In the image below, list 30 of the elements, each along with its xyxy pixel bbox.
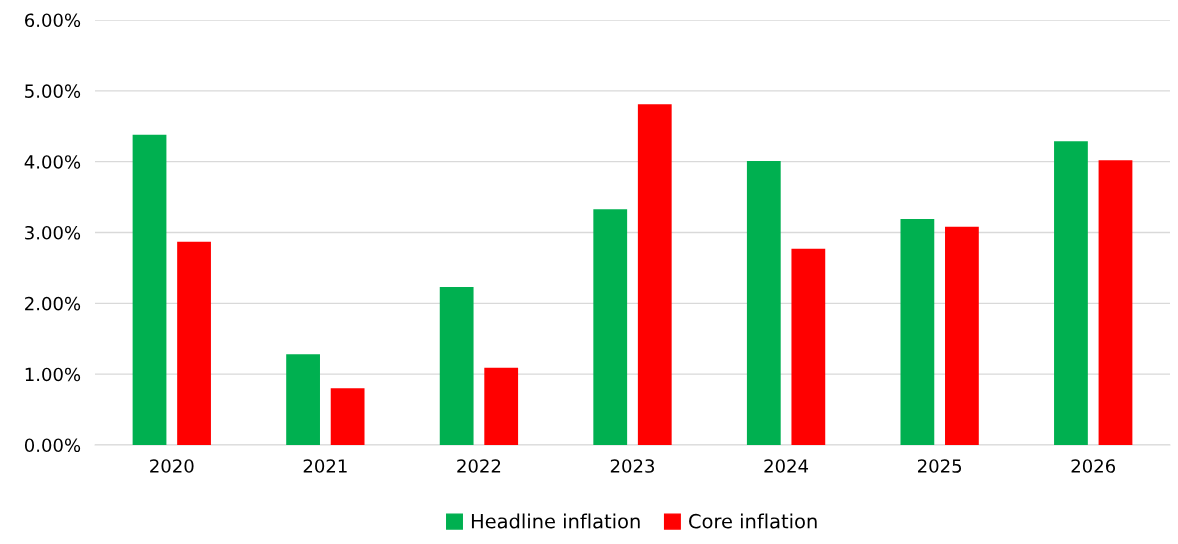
x-tick-label: 2023 (610, 459, 655, 473)
x-tick-label: 2021 (303, 459, 347, 473)
bar (132, 134, 167, 445)
x-tick-label: 2022 (457, 459, 501, 473)
bar (593, 209, 628, 445)
bar (791, 248, 826, 445)
x-tick-label: 2024 (764, 459, 809, 473)
y-tick-label: 5.00% (25, 84, 81, 98)
bar (439, 287, 474, 445)
bar (484, 367, 519, 445)
x-tick-label: 2020 (150, 459, 194, 473)
y-tick-label: 4.00% (24, 155, 81, 169)
bar (286, 354, 320, 445)
y-tick-label: 6.00% (25, 13, 81, 28)
bar (1098, 160, 1133, 445)
legend-label: Core inflation (689, 513, 817, 529)
y-tick-label: 2.00% (25, 296, 81, 311)
bar (330, 388, 365, 445)
y-tick-label: 3.00% (25, 225, 81, 240)
bar (945, 226, 979, 445)
legend-label: Headline inflation (471, 513, 640, 529)
bar (746, 160, 781, 445)
y-tick-label: 1.00% (25, 367, 81, 382)
x-tick-label: 2025 (917, 459, 962, 473)
bar (1054, 141, 1088, 445)
bar (177, 241, 211, 445)
bar (900, 219, 935, 445)
bar (637, 104, 672, 445)
y-tick-label: 0.00% (24, 438, 81, 453)
x-tick-label: 2026 (1071, 459, 1116, 473)
